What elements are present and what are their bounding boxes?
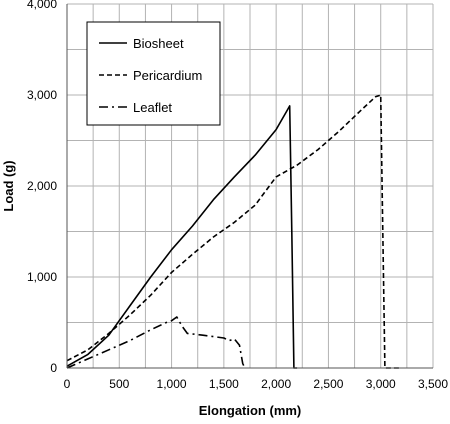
legend-label: Pericardium bbox=[133, 68, 202, 83]
y-tick-label: 3,000 bbox=[27, 88, 57, 102]
y-tick-label: 4,000 bbox=[27, 0, 57, 11]
y-tick-label: 0 bbox=[50, 361, 57, 375]
x-tick-label: 1,500 bbox=[209, 377, 239, 391]
tick-labels: 0 500 1,000 1,500 2,000 2,500 3,000 3,500 0 1,000… bbox=[27, 0, 448, 391]
y-tick-label: 2,000 bbox=[27, 179, 57, 193]
x-tick-label: 1,000 bbox=[157, 377, 187, 391]
y-tick-label: 1,000 bbox=[27, 270, 57, 284]
x-tick-label: 500 bbox=[109, 377, 129, 391]
x-axis-title: Elongation (mm) bbox=[199, 403, 302, 418]
series-line-pericardium bbox=[66, 94, 402, 369]
x-tick-label: 3,500 bbox=[418, 377, 448, 391]
series-line-biosheet bbox=[66, 105, 298, 369]
legend-box bbox=[86, 21, 221, 126]
series-lines bbox=[66, 94, 402, 369]
series-line-leaflet bbox=[66, 316, 246, 369]
y-axis-title: Load (g) bbox=[1, 160, 16, 211]
legend-label: Biosheet bbox=[133, 36, 184, 51]
x-tick-label: 2,500 bbox=[313, 377, 343, 391]
axes bbox=[66, 4, 433, 369]
legend: Biosheet Pericardium Leaflet bbox=[86, 21, 221, 126]
x-tick-label: 0 bbox=[64, 377, 71, 391]
x-tick-label: 3,000 bbox=[366, 377, 396, 391]
x-tick-label: 2,000 bbox=[261, 377, 291, 391]
legend-label: Leaflet bbox=[133, 100, 172, 115]
